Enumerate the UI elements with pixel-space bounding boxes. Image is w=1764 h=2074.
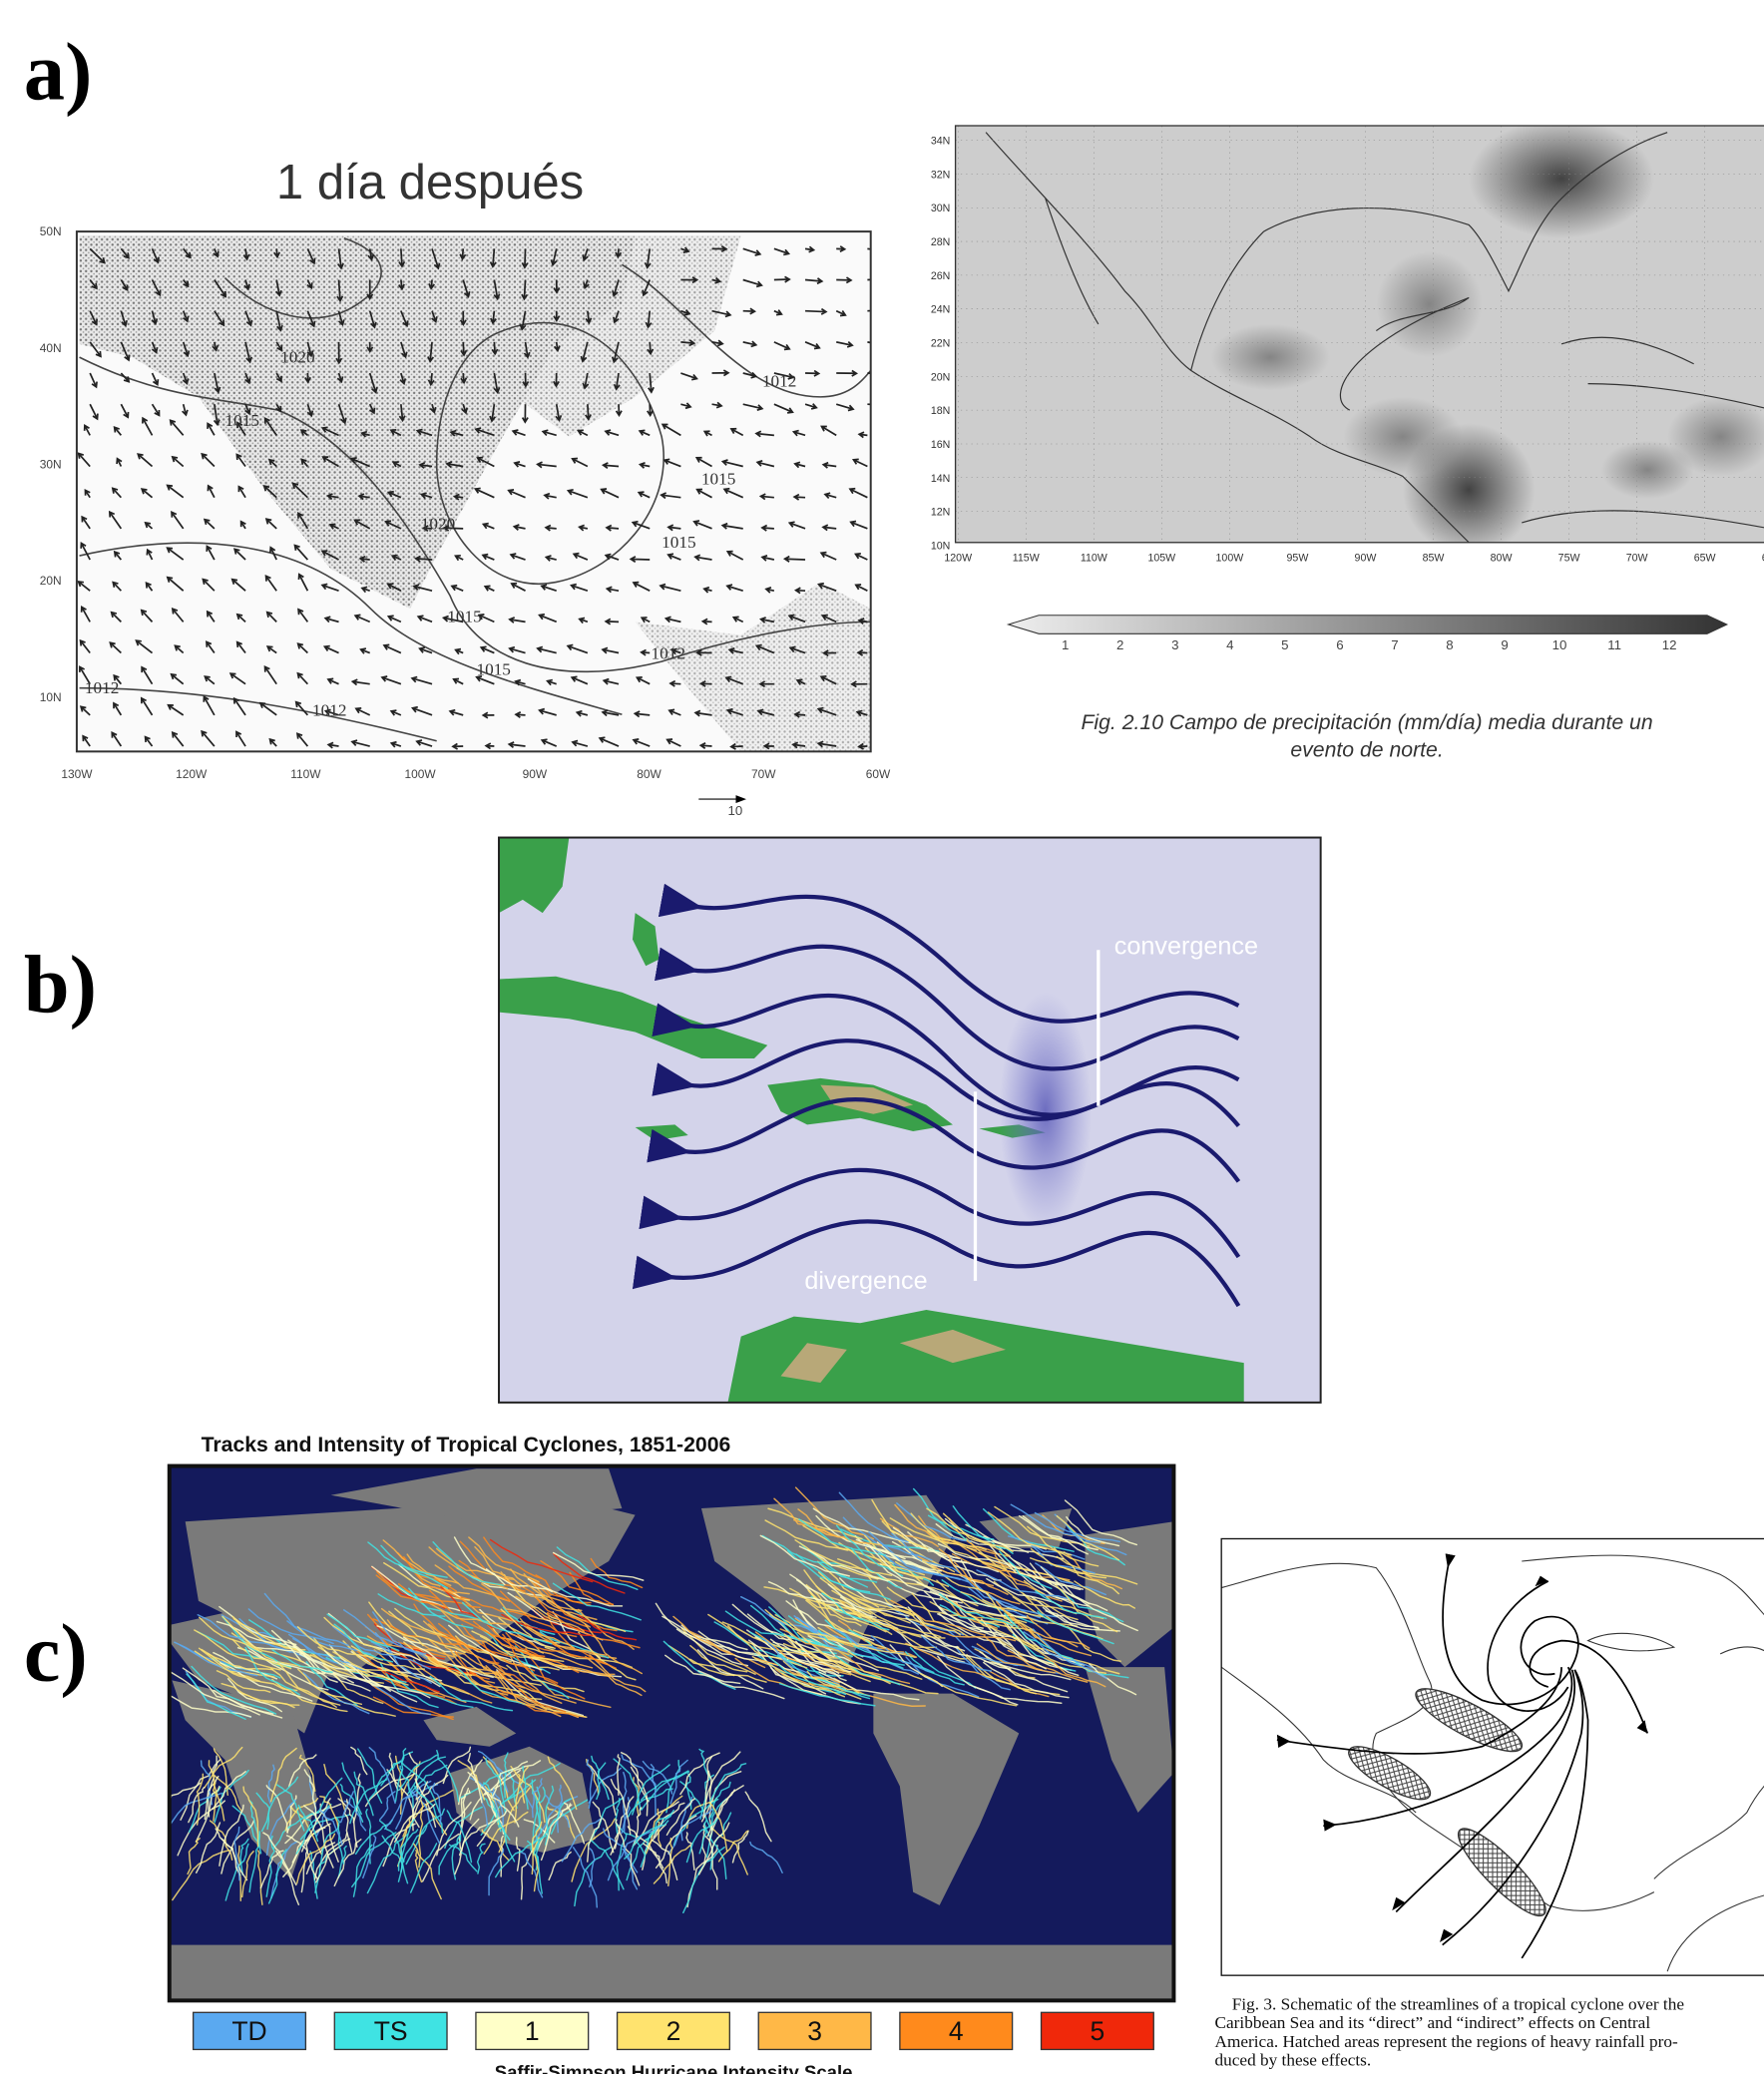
colorbar-label: 4 bbox=[1226, 637, 1233, 652]
lat-label: 22N bbox=[931, 337, 950, 349]
colorbar-label: 11 bbox=[1607, 637, 1621, 652]
lon-label: 85W bbox=[1423, 552, 1445, 564]
legend-title: Saffir-Simpson Hurricane Intensity Scale bbox=[495, 2062, 853, 2074]
cyclone-map bbox=[156, 1466, 1174, 2001]
lat-label: 34N bbox=[931, 136, 950, 148]
lon-label: 60W bbox=[866, 767, 891, 781]
lat-label: 20N bbox=[40, 574, 62, 588]
legend-label: 3 bbox=[807, 2016, 822, 2046]
legend-label: 4 bbox=[949, 2016, 964, 2046]
map-title: 1 día después bbox=[276, 156, 584, 209]
panel-label: b) bbox=[24, 940, 97, 1031]
lon-label: 90W bbox=[1355, 552, 1377, 564]
colorbar-label: 8 bbox=[1446, 637, 1453, 652]
lat-label: 32N bbox=[931, 169, 950, 181]
lon-label: 70W bbox=[751, 767, 776, 781]
colorbar-label: 9 bbox=[1501, 637, 1508, 652]
figure-caption: Caribbean Sea and its “direct” and “indi… bbox=[1215, 2013, 1651, 2032]
precip-map bbox=[956, 119, 1764, 556]
contour-label: 1015 bbox=[224, 411, 258, 430]
figure-caption: duced by these effects. bbox=[1215, 2050, 1372, 2069]
annotation: divergence bbox=[804, 1267, 927, 1295]
lat-label: 50N bbox=[40, 224, 62, 238]
legend-label: TS bbox=[374, 2016, 408, 2046]
panel-label: a) bbox=[24, 26, 93, 117]
lon-label: 110W bbox=[290, 767, 321, 781]
contour-label: 1015 bbox=[447, 607, 481, 625]
legend-label: 1 bbox=[525, 2016, 540, 2046]
colorbar-label: 5 bbox=[1281, 637, 1288, 652]
contour-label: 1012 bbox=[85, 678, 119, 697]
contour-label: 1015 bbox=[476, 659, 510, 678]
legend-label: 2 bbox=[666, 2016, 681, 2046]
legend-label: TD bbox=[231, 2016, 266, 2046]
lon-label: 90W bbox=[523, 767, 548, 781]
lon-label: 100W bbox=[405, 767, 437, 781]
lat-label: 28N bbox=[931, 236, 950, 248]
lat-label: 16N bbox=[931, 439, 950, 451]
lon-label: 65W bbox=[1694, 552, 1716, 564]
lat-label: 14N bbox=[931, 473, 950, 485]
contour-label: 1015 bbox=[662, 533, 695, 552]
colorbar bbox=[1009, 616, 1727, 634]
figure-caption: Fig. 2.10 Campo de precipitación (mm/día… bbox=[1081, 711, 1652, 734]
figure-caption: America. Hatched areas represent the reg… bbox=[1215, 2032, 1678, 2051]
lat-label: 20N bbox=[931, 371, 950, 383]
contour-label: 1012 bbox=[762, 371, 796, 390]
colorbar-label: 7 bbox=[1391, 637, 1398, 652]
map-title: Tracks and Intensity of Tropical Cyclone… bbox=[202, 1434, 731, 1456]
figure-caption: evento de norte. bbox=[1290, 739, 1443, 762]
legend-label: 5 bbox=[1091, 2016, 1105, 2046]
wind-map: 1020 1015 1012 1015 1020 1015 1015 1012 1015 1012… bbox=[77, 231, 883, 751]
lon-label: 100W bbox=[1216, 552, 1244, 564]
contour-label: 1020 bbox=[421, 515, 455, 534]
vector-scale-label: 10 bbox=[727, 803, 742, 818]
contour-label: 1012 bbox=[312, 701, 346, 720]
panel-label: c) bbox=[24, 1607, 88, 1698]
colorbar-label: 2 bbox=[1116, 637, 1123, 652]
contour-label: 1015 bbox=[701, 469, 735, 488]
lon-label: 75W bbox=[1558, 552, 1580, 564]
contour-label: 1012 bbox=[652, 643, 685, 662]
colorbar-label: 6 bbox=[1336, 637, 1343, 652]
contour-label: 1020 bbox=[280, 347, 314, 366]
figure: a) b) c) 1 día después 10201015101210151… bbox=[0, 0, 1764, 2074]
figure-caption: Fig. 3. Schematic of the streamlines of … bbox=[1232, 1995, 1685, 2014]
lon-label: 115W bbox=[1013, 552, 1040, 564]
colorbar-label: 3 bbox=[1171, 637, 1178, 652]
lon-label: 130W bbox=[61, 767, 93, 781]
lat-label: 26N bbox=[931, 270, 950, 282]
colorbar-label: 10 bbox=[1552, 637, 1567, 652]
colorbar-label: 12 bbox=[1662, 637, 1677, 652]
lat-label: 18N bbox=[931, 405, 950, 417]
lat-label: 12N bbox=[931, 507, 950, 519]
lat-label: 10N bbox=[40, 690, 62, 704]
lat-label: 30N bbox=[40, 458, 62, 472]
lon-label: 110W bbox=[1081, 552, 1107, 564]
page: a) b) c) 1 día después 10201015101210151… bbox=[0, 0, 1764, 2074]
annotation: convergence bbox=[1114, 932, 1258, 960]
lon-label: 70W bbox=[1626, 552, 1648, 564]
lat-label: 10N bbox=[931, 540, 950, 552]
lon-label: 95W bbox=[1287, 552, 1309, 564]
streamline-map: convergence divergence bbox=[499, 838, 1321, 1403]
lon-label: 80W bbox=[1491, 552, 1513, 564]
lat-label: 30N bbox=[931, 203, 950, 214]
lon-label: 120W bbox=[944, 552, 972, 564]
lon-label: 120W bbox=[176, 767, 208, 781]
colorbar-label: 1 bbox=[1062, 637, 1069, 652]
figure-content: a) b) c) 1 día después 10201015101210151… bbox=[24, 26, 1764, 2074]
lat-label: 40N bbox=[40, 341, 62, 355]
lon-label: 105W bbox=[1147, 552, 1175, 564]
schematic-map bbox=[1221, 1538, 1764, 1975]
lat-label: 24N bbox=[931, 304, 950, 316]
lon-label: 80W bbox=[637, 767, 662, 781]
